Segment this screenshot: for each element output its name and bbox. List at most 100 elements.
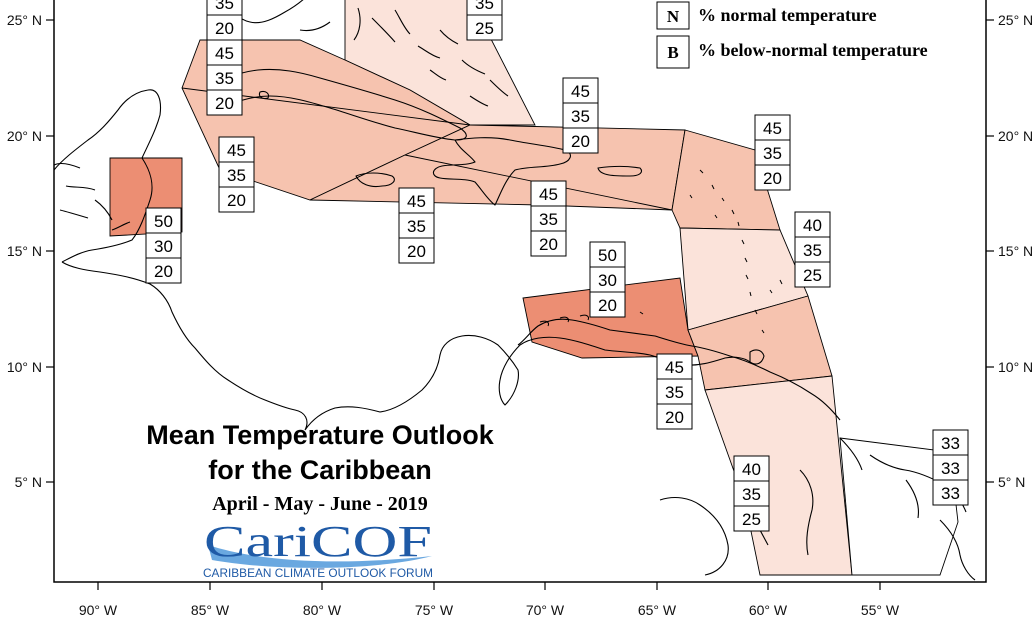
longitude-label: 55° W: [861, 602, 900, 618]
probability-value: 50: [154, 212, 173, 231]
central-america-coast: [53, 89, 751, 431]
isle-of-youth: [258, 90, 270, 100]
caricof-logo: CariCOF CARIBBEAN CLIMATE OUTLOOK FORUM: [203, 517, 433, 580]
probability-value: 40: [803, 216, 822, 235]
probability-value: 20: [598, 296, 617, 315]
logo-text: CariCOF: [204, 517, 432, 566]
probability-value: 35: [227, 166, 246, 185]
probability-cell: [733, 505, 770, 532]
probability-cell: [754, 114, 791, 141]
probability-box-puerto-rico: 45 35 20: [562, 77, 599, 154]
probability-cell: [656, 403, 693, 430]
jamaica-coast: [355, 172, 395, 188]
probability-box-windward-islands: 40 35 25: [794, 211, 831, 288]
probability-value: 45: [665, 358, 684, 377]
probability-value: 25: [475, 19, 494, 38]
probability-value: 25: [803, 266, 822, 285]
probability-cell: [218, 161, 255, 188]
legend-letter-below: B: [667, 43, 678, 62]
probability-value: 33: [941, 459, 960, 478]
probability-cell: [562, 77, 599, 104]
probability-cell: [398, 237, 435, 264]
latitude-label: 20° N: [7, 128, 42, 144]
probability-value: 35: [215, 69, 234, 88]
probability-value: 35: [475, 0, 494, 13]
probability-value: 40: [742, 460, 761, 479]
longitude-labels: 90° W 85° W 80° W 75° W 70° W 65° W 60° …: [79, 602, 900, 618]
probability-box-guyana: 40 35 25: [733, 455, 770, 532]
legend-letter-normal: N: [667, 7, 680, 26]
probability-value: 20: [407, 242, 426, 261]
latitude-label: 5° N: [15, 474, 42, 490]
map-title-line2: for the Caribbean: [208, 455, 432, 485]
latitude-label: 25° N: [998, 12, 1033, 28]
probability-cell: [794, 236, 831, 263]
probability-value: 20: [215, 94, 234, 113]
probability-value: 20: [227, 191, 246, 210]
probability-cell: [589, 266, 626, 293]
probability-cell: [562, 127, 599, 154]
probability-box-cayman-jamaica: 45 35 20: [218, 136, 255, 213]
axis-ticks: [46, 19, 994, 590]
probability-cell: [145, 257, 182, 284]
latitude-label: 25° N: [7, 12, 42, 28]
probability-cell: [794, 211, 831, 238]
probability-box-northern-lesser-antilles: 45 35 20: [754, 114, 791, 191]
probability-value: 35: [215, 0, 234, 13]
belize-yucatan-coast: [53, 163, 131, 231]
probability-value: 20: [571, 132, 590, 151]
colombia-venezuela-coast: [517, 318, 841, 421]
bahamas-islands: [353, 7, 509, 107]
latitude-labels-right: 25° N 20° N 15° N 10° N 5° N: [998, 12, 1033, 490]
probability-box-suriname-guiana: 33 33 33: [932, 429, 969, 506]
legend-key-below: [656, 35, 690, 69]
latitude-labels-left: 25° N 20° N 15° N 10° N 5° N: [7, 12, 42, 490]
latitude-label: 10° N: [7, 359, 42, 375]
probability-value: 35: [665, 383, 684, 402]
probability-value: 45: [763, 119, 782, 138]
longitude-label: 85° W: [191, 602, 230, 618]
legend-text-normal: % normal temperature: [698, 5, 877, 25]
probability-cell: [218, 136, 255, 163]
probability-box-abc-islands: 50 30 20: [589, 241, 626, 318]
probability-value: 33: [941, 484, 960, 503]
latitude-label: 20° N: [998, 128, 1033, 144]
probability-boxes: 3520352545352045352050302045352045352045…: [145, 0, 969, 532]
probability-value: 45: [227, 141, 246, 160]
probability-value: 35: [742, 485, 761, 504]
longitude-label: 60° W: [749, 602, 788, 618]
longitude-label: 90° W: [79, 602, 118, 618]
puerto-rico-coast: [597, 165, 643, 177]
longitude-label: 65° W: [638, 602, 677, 618]
probability-value: 45: [571, 82, 590, 101]
probability-cell: [733, 455, 770, 482]
probability-value: 35: [571, 107, 590, 126]
probability-value: 35: [803, 241, 822, 260]
probability-cell: [218, 186, 255, 213]
region-suriname-guiana: [839, 437, 959, 576]
probability-cell: [733, 480, 770, 507]
latitude-label: 10° N: [998, 359, 1033, 375]
probability-box-hispaniola: 45 35 20: [530, 180, 567, 257]
probability-value: 20: [665, 408, 684, 427]
probability-cell: [206, 39, 243, 66]
probability-value: 35: [539, 210, 558, 229]
legend-text-below: % below-normal temperature: [698, 40, 928, 60]
logo-swoosh-icon: [208, 545, 432, 568]
probability-value: 45: [407, 192, 426, 211]
probability-cell: [754, 164, 791, 191]
probability-box-jamaica-south: 45 35 20: [398, 187, 435, 264]
probability-value: 25: [742, 510, 761, 529]
probability-value: 35: [407, 217, 426, 236]
legend-key-normal: [656, 1, 690, 30]
probability-value: 30: [598, 271, 617, 290]
probability-value: 35: [763, 144, 782, 163]
map-period: April - May - June - 2019: [212, 493, 428, 515]
longitude-label: 75° W: [415, 602, 454, 618]
legend: N % normal temperature B % below-normal …: [656, 1, 928, 69]
probability-value: 20: [763, 169, 782, 188]
probability-value: 20: [154, 262, 173, 281]
